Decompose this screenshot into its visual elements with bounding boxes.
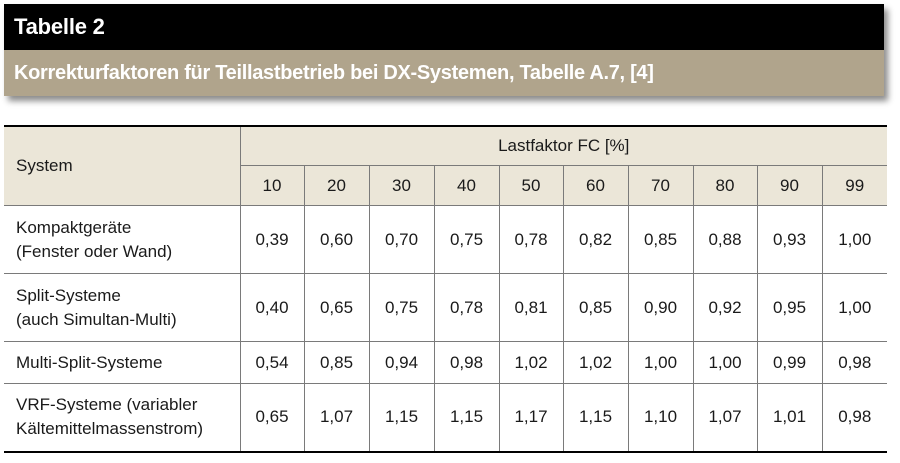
table-caption: Tabelle 2 Korrekturfaktoren für Teillast…	[4, 4, 884, 96]
column-header: 40	[434, 165, 500, 206]
load-factor-group-header: Lastfaktor FC [%]	[240, 127, 887, 166]
row-label: Split-Systeme (auch Simultan-Multi)	[4, 273, 241, 342]
column-header: 70	[628, 165, 694, 206]
column-header-row: 10 20 30 40 50 60 70 80 90 99	[4, 165, 887, 206]
column-header: 30	[369, 165, 435, 206]
table-cell: 0,99	[757, 341, 823, 384]
row-label-line: VRF-Systeme (variabler	[16, 395, 198, 415]
column-header: 10	[240, 165, 305, 206]
row-label: Multi-Split-Systeme	[4, 341, 241, 384]
header-row: System Lastfaktor FC [%]	[4, 127, 887, 206]
table-cell: 0,78	[499, 205, 564, 274]
table-cell: 1,15	[369, 383, 435, 452]
column-header: 50	[499, 165, 564, 206]
table-cell: 0,54	[240, 341, 305, 384]
row-label-line: (Fenster oder Wand)	[16, 241, 173, 261]
table-cell: 0,39	[240, 205, 305, 274]
table-cell: 1,02	[499, 341, 564, 384]
row-label-line: Kompaktgeräte	[16, 217, 132, 237]
row-label: Kompaktgeräte (Fenster oder Wand)	[4, 205, 241, 274]
table-cell: 0,78	[434, 273, 500, 342]
table-cell: 0,85	[563, 273, 629, 342]
table-cell: 1,00	[822, 273, 887, 342]
table-cell: 1,07	[693, 383, 758, 452]
table-cell: 1,15	[434, 383, 500, 452]
table-cell: 0,75	[434, 205, 500, 274]
row-label-line: Multi-Split-Systeme	[16, 352, 163, 372]
column-header: 60	[563, 165, 629, 206]
table-cell: 0,75	[369, 273, 435, 342]
table-cell: 0,95	[757, 273, 823, 342]
table-cell: 1,02	[563, 341, 629, 384]
table-cell: 0,85	[304, 341, 370, 384]
column-header: 20	[304, 165, 370, 206]
table-cell: 0,81	[499, 273, 564, 342]
table-cell: 1,07	[304, 383, 370, 452]
table-cell: 0,65	[304, 273, 370, 342]
column-header: 80	[693, 165, 758, 206]
table-row: VRF-Systeme (variabler Kältemittelmassen…	[4, 383, 887, 452]
table-cell: 0,98	[822, 383, 887, 452]
table-cell: 0,82	[563, 205, 629, 274]
table-cell: 1,01	[757, 383, 823, 452]
table-cell: 0,70	[369, 205, 435, 274]
table-cell: 0,98	[434, 341, 500, 384]
table-row: Multi-Split-Systeme 0,54 0,85 0,94 0,98 …	[4, 341, 887, 384]
table-cell: 0,90	[628, 273, 694, 342]
table-row: Split-Systeme (auch Simultan-Multi) 0,40…	[4, 273, 887, 342]
correction-factor-table: System Lastfaktor FC [%] 10 20 30 40 50 …	[4, 125, 887, 454]
table-cell: 0,40	[240, 273, 305, 342]
system-column-header: System	[4, 127, 241, 206]
column-header: 99	[822, 165, 887, 206]
row-label-line: Split-Systeme	[16, 285, 121, 305]
column-header: 90	[757, 165, 823, 206]
table-cell: 0,88	[693, 205, 758, 274]
table-cell: 1,17	[499, 383, 564, 452]
bottom-rule	[4, 450, 887, 454]
table-cell: 1,00	[628, 341, 694, 384]
caption-subtitle: Korrekturfaktoren für Teillastbetrieb be…	[4, 50, 884, 96]
table-cell: 1,10	[628, 383, 694, 452]
row-label: VRF-Systeme (variabler Kältemittelmassen…	[4, 383, 241, 452]
table-cell: 0,94	[369, 341, 435, 384]
table-cell: 0,93	[757, 205, 823, 274]
table-row: Kompaktgeräte (Fenster oder Wand) 0,39 0…	[4, 205, 887, 274]
caption-title: Tabelle 2	[4, 4, 884, 50]
table-cell: 1,00	[822, 205, 887, 274]
table-cell: 1,00	[693, 341, 758, 384]
table-cell: 0,60	[304, 205, 370, 274]
table-cell: 0,92	[693, 273, 758, 342]
table-cell: 0,98	[822, 341, 887, 384]
row-label-line: Kältemittelmassenstrom)	[16, 419, 204, 439]
table-cell: 0,85	[628, 205, 694, 274]
data-table-container: System Lastfaktor FC [%] 10 20 30 40 50 …	[4, 125, 887, 454]
table-cell: 0,65	[240, 383, 305, 452]
table-cell: 1,15	[563, 383, 629, 452]
row-label-line: (auch Simultan-Multi)	[16, 309, 177, 329]
